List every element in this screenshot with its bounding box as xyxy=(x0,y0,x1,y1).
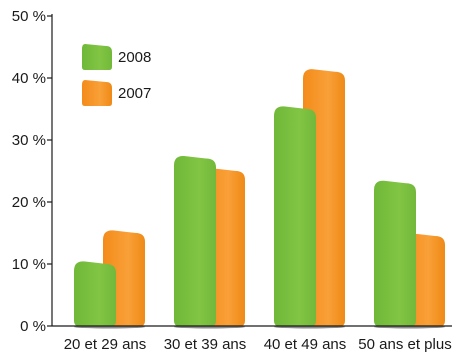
x-tick-label: 20 et 29 ans xyxy=(64,336,147,353)
y-axis: 0 % 10 % 20 % 30 % 40 % 50 % xyxy=(12,8,52,335)
y-tick-label: 10 % xyxy=(12,256,46,273)
bars-group xyxy=(74,69,445,329)
x-tick-label: 50 ans et plus xyxy=(358,336,451,353)
legend-label-2007: 2007 xyxy=(118,85,151,102)
x-tick-label: 30 et 39 ans xyxy=(164,336,247,353)
y-tick-label: 0 % xyxy=(20,318,46,335)
legend-swatch-2008 xyxy=(82,44,112,70)
y-tick-label: 30 % xyxy=(12,132,46,149)
y-tick-label: 50 % xyxy=(12,8,46,25)
y-tick-label: 40 % xyxy=(12,70,46,87)
legend: 2008 2007 xyxy=(82,44,151,106)
bar-2008-2 xyxy=(274,106,316,326)
legend-swatch-2007 xyxy=(82,80,112,106)
y-tick-label: 20 % xyxy=(12,194,46,211)
bar-2008-0 xyxy=(74,261,116,326)
x-tick-label: 40 et 49 ans xyxy=(264,336,347,353)
legend-label-2008: 2008 xyxy=(118,49,151,66)
bar-2008-1 xyxy=(174,155,216,326)
x-axis: 20 et 29 ans 30 et 39 ans 40 et 49 ans 50 a… xyxy=(64,336,452,353)
bar-2008-3 xyxy=(374,180,416,326)
